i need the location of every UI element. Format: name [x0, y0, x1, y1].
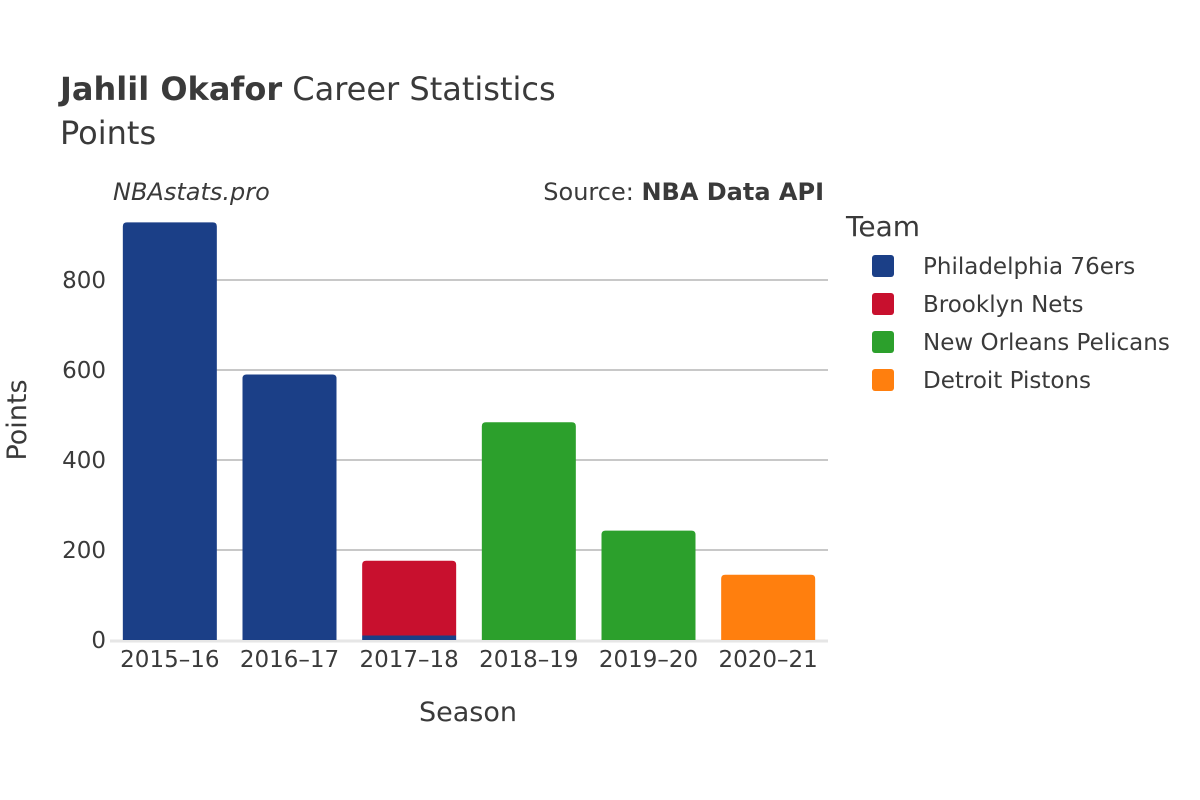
x-axis-label: Season	[419, 697, 517, 728]
legend-item[interactable]: Philadelphia 76ers	[872, 254, 1135, 280]
legend-label: Brooklyn Nets	[923, 292, 1083, 318]
x-tick-labels: 2015–16 2016–17 2017–18 2018–19 2019–20 2020–…	[120, 647, 818, 673]
chart-title: Jahlil Okafor Career Statistics	[58, 70, 556, 108]
x-tick-label: 2017–18	[360, 647, 459, 673]
gridlines	[110, 279, 828, 643]
legend-item[interactable]: New Orleans Pelicans	[872, 330, 1170, 356]
legend-label: Philadelphia 76ers	[923, 254, 1135, 280]
source-name: NBA Data API	[641, 178, 824, 206]
x-tick-label: 2018–19	[479, 647, 578, 673]
x-tick-label: 2019–20	[599, 647, 698, 673]
bar-2019–20-new-orleans-pelicans[interactable]	[601, 530, 696, 640]
legend-label: New Orleans Pelicans	[923, 330, 1170, 356]
x-tick-label: 2016–17	[240, 647, 339, 673]
legend-swatch	[872, 369, 894, 391]
title-rest: Career Statistics	[282, 70, 556, 108]
bar-2020–21-detroit-pistons[interactable]	[721, 574, 816, 640]
legend-item[interactable]: Brooklyn Nets	[872, 292, 1083, 318]
x-tick-label: 2015–16	[120, 647, 219, 673]
source-credit: Source: NBA Data API	[543, 178, 824, 206]
y-axis-label: Points	[2, 379, 33, 460]
y-tick-labels: 0 200 400 600 800	[62, 268, 106, 654]
bar-2017–18-brooklyn-nets[interactable]	[362, 560, 457, 636]
y-tick-label: 400	[62, 448, 106, 474]
legend-label: Detroit Pistons	[923, 368, 1091, 394]
legend-swatch	[872, 293, 894, 315]
y-tick-label: 200	[62, 538, 106, 564]
bar-2015–16-philadelphia-76ers[interactable]	[122, 222, 217, 640]
y-tick-label: 0	[91, 628, 106, 654]
legend-swatch	[872, 331, 894, 353]
legend: Philadelphia 76ers Brooklyn Nets New Orlea…	[872, 254, 1170, 394]
bar-2018–19-new-orleans-pelicans[interactable]	[481, 422, 576, 640]
x-tick-label: 2020–21	[719, 647, 818, 673]
bar-2016–17-philadelphia-76ers[interactable]	[242, 374, 337, 641]
bars	[122, 222, 816, 641]
player-name: Jahlil Okafor	[58, 70, 282, 108]
legend-swatch	[872, 255, 894, 277]
legend-title: Team	[845, 210, 920, 243]
legend-item[interactable]: Detroit Pistons	[872, 368, 1091, 394]
bar-2017–18-philadelphia-76ers[interactable]	[362, 635, 457, 641]
source-prefix: Source:	[543, 178, 641, 206]
y-tick-label: 600	[62, 358, 106, 384]
watermark: NBAstats.pro	[113, 178, 270, 206]
chart-subtitle: Points	[60, 114, 156, 152]
y-tick-label: 800	[62, 268, 106, 294]
